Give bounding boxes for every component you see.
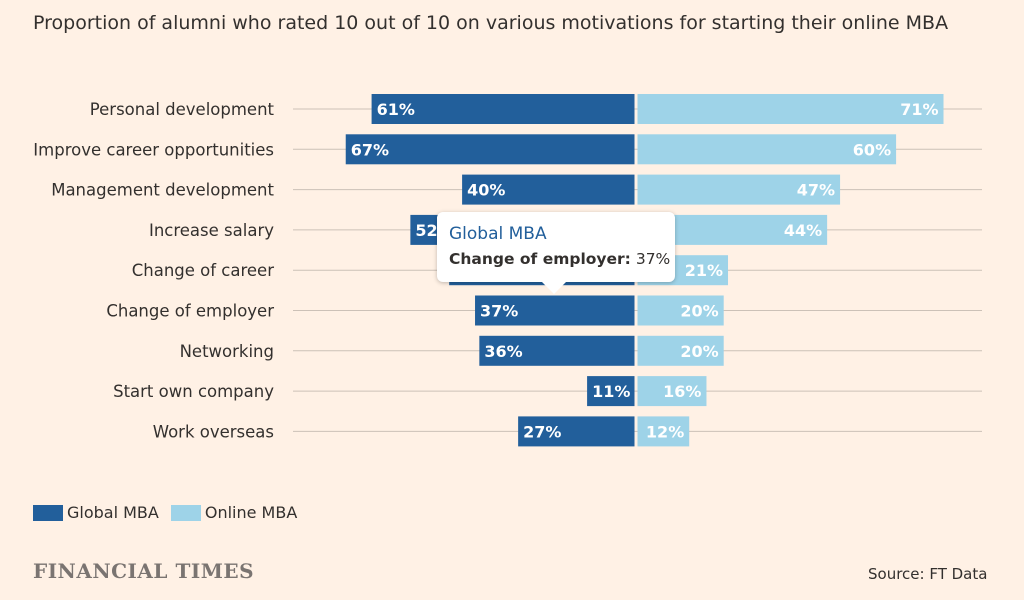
bar-online xyxy=(637,416,690,447)
data-label-global: 37% xyxy=(480,302,518,321)
category-label: Start own company xyxy=(113,382,274,401)
legend-item-global[interactable]: Global MBA xyxy=(33,503,159,522)
bar-online xyxy=(637,174,841,205)
bar-global xyxy=(587,376,635,407)
legend-label-global: Global MBA xyxy=(67,503,159,522)
tooltip: Global MBA Change of employer: 37% xyxy=(437,212,675,294)
data-label-global: 27% xyxy=(523,422,561,441)
bar-online xyxy=(637,134,897,165)
category-label: Change of career xyxy=(132,261,274,280)
legend-swatch-online xyxy=(170,504,201,521)
category-label: Management development xyxy=(51,181,274,200)
legend-swatch-global xyxy=(33,504,63,521)
data-label-online: 20% xyxy=(680,302,718,321)
bar-global xyxy=(371,94,635,124)
data-label-online: 12% xyxy=(646,422,684,441)
bar-online xyxy=(637,376,707,407)
data-label-online: 60% xyxy=(853,140,891,159)
category-label: Personal development xyxy=(90,100,275,119)
category-label: Change of employer xyxy=(106,302,274,321)
data-label-global: 11% xyxy=(592,382,630,401)
category-label: Improve career opportunities xyxy=(33,140,274,159)
data-label-online: 20% xyxy=(680,342,718,361)
bar-chart: Personal development 61% 71% Improve career… xyxy=(33,94,982,447)
legend-item-online[interactable]: Online MBA xyxy=(170,503,298,522)
bar-global xyxy=(345,134,635,165)
category-label: Work overseas xyxy=(153,422,274,441)
data-label-global: 67% xyxy=(351,140,389,159)
data-label-global: 36% xyxy=(484,342,522,361)
ft-logo: FINANCIAL TIMES xyxy=(33,559,255,583)
data-label-online: 21% xyxy=(685,261,723,280)
data-label-global: 61% xyxy=(377,100,415,119)
legend-label-online: Online MBA xyxy=(204,503,298,522)
data-label-online: 44% xyxy=(784,221,822,240)
bar-global xyxy=(475,295,635,326)
bar-global xyxy=(518,416,635,447)
tooltip-value: 37% xyxy=(635,250,671,268)
data-label-global: 40% xyxy=(467,181,505,200)
legend: Global MBA Online MBA xyxy=(33,503,309,522)
category-label: Networking xyxy=(180,342,274,361)
labels: Personal development 61% 71% Improve career… xyxy=(33,100,938,441)
bar-global xyxy=(479,335,635,366)
bar-global xyxy=(462,174,635,205)
bar-online xyxy=(637,295,724,326)
chart-title: Proportion of alumni who rated 10 out of… xyxy=(33,12,949,34)
tooltip-series: Global MBA xyxy=(449,224,547,244)
tooltip-line: Change of employer: 37% xyxy=(449,250,670,268)
data-label-online: 71% xyxy=(900,100,938,119)
data-label-online: 16% xyxy=(663,382,701,401)
category-label: Increase salary xyxy=(149,221,274,240)
bar-online xyxy=(637,94,944,124)
data-label-online: 47% xyxy=(797,181,835,200)
bar-online xyxy=(637,335,724,366)
tooltip-category: Change of employer: xyxy=(449,250,631,268)
source-note: Source: FT Data xyxy=(868,565,988,583)
